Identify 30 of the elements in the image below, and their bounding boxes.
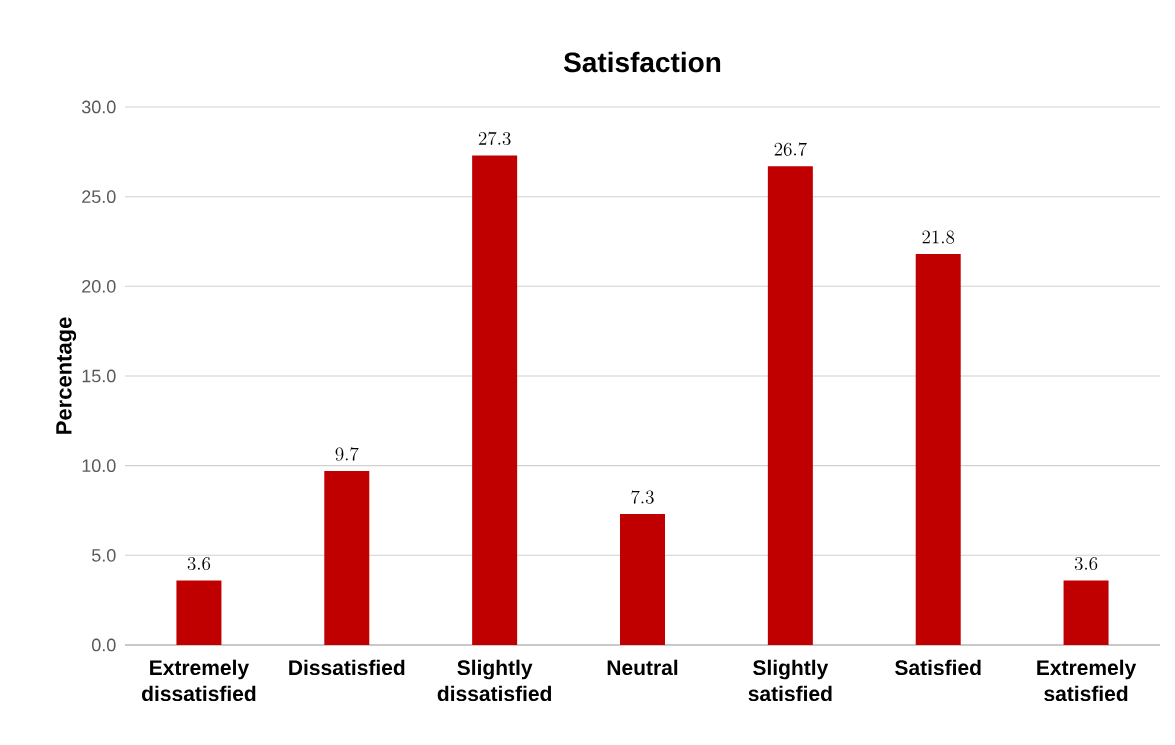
data-label: 9.7 [335, 447, 359, 461]
bar [472, 155, 518, 645]
y-tick-label: 25.0 [82, 190, 116, 204]
data-label: 27.3 [478, 131, 511, 146]
bar [620, 514, 665, 645]
data-label: 7.3 [631, 490, 654, 504]
x-tick-label: Extremely satisfied [1037, 659, 1137, 702]
bar [176, 580, 222, 645]
y-tick-label: 15.0 [82, 369, 116, 383]
x-tick-label: Extremely dissatisfied [142, 659, 256, 702]
bar [324, 471, 370, 645]
y-axis-title: Percentage [56, 317, 77, 434]
y-tick-label: 5.0 [91, 548, 116, 562]
x-tick-label: Slightly satisfied [748, 659, 832, 702]
data-label: 3.6 [1074, 556, 1098, 571]
y-tick-label: 20.0 [82, 279, 116, 293]
x-tick-label: Neutral [607, 659, 678, 676]
y-tick-label: 0.0 [91, 638, 116, 652]
x-tick-label: Slightly dissatisfied [437, 659, 552, 702]
chart-title: Satisfaction [563, 51, 721, 73]
x-tick-label: Dissatisfied [289, 659, 405, 676]
data-label: 21 .8 [922, 230, 955, 244]
data-label: 26.7 [774, 142, 807, 156]
bar [767, 166, 813, 645]
bar [1063, 580, 1109, 645]
y-tick-label: 10.0 [82, 459, 116, 473]
data-label: 3.6 [187, 556, 211, 571]
y-tick-label: 30.0 [81, 100, 116, 114]
x-tick-label: Satisfied [895, 659, 981, 676]
bar [915, 254, 961, 645]
